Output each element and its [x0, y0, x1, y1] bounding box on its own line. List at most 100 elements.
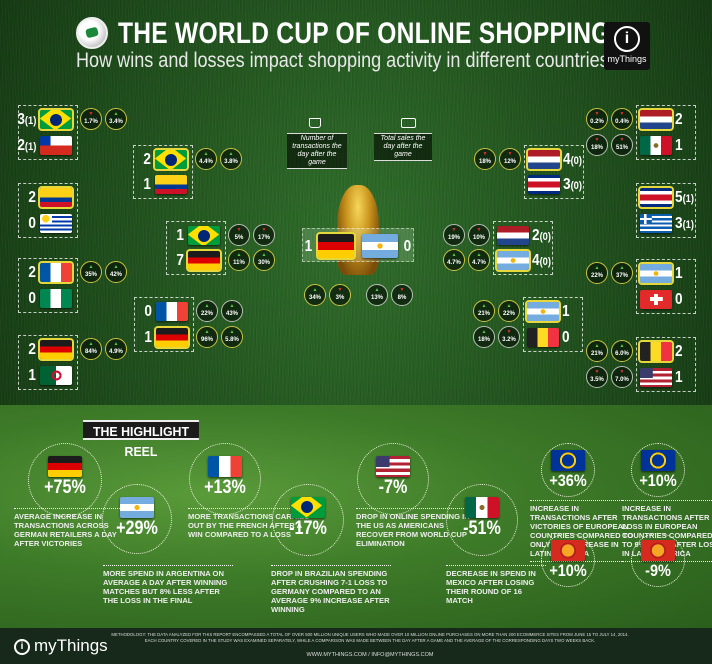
- stat-circle: ▼ 18%: [474, 148, 496, 170]
- flag-globe: [165, 154, 177, 166]
- highlight-flag-argentina: [120, 497, 154, 518]
- flag-brazil: [38, 108, 74, 131]
- stat-value: 22%: [590, 273, 603, 279]
- team-score: 2: [28, 263, 36, 282]
- match-box: [493, 221, 553, 275]
- stat-value: 0.4%: [615, 119, 629, 125]
- team-score: 0: [675, 290, 683, 309]
- stat-value: 4.4%: [199, 159, 213, 165]
- stat-circle: ▼ 5%: [228, 224, 250, 246]
- flag-germany: [38, 338, 74, 361]
- penalty-score: (0): [539, 256, 552, 268]
- score-value: 2: [28, 341, 36, 358]
- page-title: THE WORLD CUP OF ONLINE SHOPPING: [118, 17, 611, 50]
- footer-logo-text: myThings: [34, 636, 108, 655]
- flag-belgium: [527, 328, 559, 347]
- match-box: [18, 258, 78, 313]
- stat-circle: ▲ 4.4%: [195, 148, 217, 170]
- score-value: 1: [144, 329, 152, 346]
- stat-circle: ▲ 3.4%: [105, 108, 127, 130]
- increase-arrow-icon: ▲: [228, 151, 234, 157]
- team-score: 0: [562, 328, 570, 347]
- team-score: 3(0): [563, 175, 582, 196]
- stat-circle: ▲ 34%: [304, 284, 326, 306]
- score-value: 2: [143, 151, 151, 168]
- flag-chile: [40, 136, 72, 155]
- stat-value: 51%: [615, 145, 628, 151]
- team-score: 2: [675, 342, 683, 361]
- flag-usa: [640, 368, 672, 387]
- stat-circle: ▲ 35%: [80, 261, 102, 283]
- increase-arrow-icon: ▲: [476, 252, 482, 258]
- flag-france: [156, 302, 188, 321]
- penalty-score: (1): [24, 141, 36, 153]
- score-value: 3: [563, 176, 571, 193]
- flag-germany: [316, 232, 356, 260]
- logo-text: myThings: [607, 54, 647, 64]
- stat-circle: ▲ 96%: [196, 326, 218, 348]
- decrease-arrow-icon: ▼: [399, 287, 405, 293]
- stat-circle: ▲ 84%: [80, 338, 102, 360]
- decrease-arrow-icon: ▼: [594, 137, 600, 143]
- score-value: 2: [28, 189, 36, 206]
- highlight-value: +36%: [549, 471, 587, 490]
- score-value: 1: [176, 227, 184, 244]
- highlight-flag-mexico: [465, 497, 499, 518]
- team-score: 2: [28, 188, 36, 207]
- decrease-arrow-icon: ▼: [507, 151, 513, 157]
- stat-value: 3.8%: [224, 159, 238, 165]
- highlight-circle: -9%: [631, 533, 685, 587]
- stat-circle: ▼ 51%: [611, 134, 633, 156]
- highlight-circle: -51%: [446, 484, 518, 556]
- flag-argentina: [362, 234, 398, 258]
- stat-circle: ▲ 4.9%: [105, 338, 127, 360]
- decrease-arrow-icon: ▼: [88, 111, 94, 117]
- legend-sales: Total sales the day after the game: [374, 133, 432, 161]
- decrease-arrow-icon: ▼: [337, 287, 343, 293]
- stat-circle: ▲ 42%: [105, 261, 127, 283]
- world-cup-trophy: [337, 185, 379, 275]
- stat-value: 43%: [225, 311, 238, 317]
- match-box: [18, 183, 78, 238]
- team-score: 0: [28, 289, 36, 308]
- highlight-value: -7%: [378, 477, 408, 498]
- stat-value: 96%: [200, 337, 213, 343]
- decrease-arrow-icon: ▼: [236, 227, 242, 233]
- flag-brazil: [153, 148, 189, 171]
- website-link[interactable]: WWW.MYTHINGS.COM / INFO@MYTHINGS.COM: [306, 652, 434, 658]
- decrease-arrow-icon: ▼: [482, 151, 488, 157]
- stat-value: 5%: [234, 235, 244, 241]
- team-score: 0: [144, 302, 152, 321]
- increase-arrow-icon: ▲: [229, 303, 235, 309]
- flag-colombia: [155, 175, 187, 194]
- increase-arrow-icon: ▲: [113, 341, 119, 347]
- stat-value: 34%: [308, 295, 321, 301]
- stat-value: 84%: [84, 349, 97, 355]
- highlight-circle: +13%: [189, 443, 261, 515]
- highlight-circle: +75%: [28, 443, 102, 517]
- team-score: 0: [28, 214, 36, 233]
- flag-globe: [50, 114, 62, 126]
- team-score: 2(1): [17, 136, 36, 157]
- score-value: 1: [675, 137, 683, 154]
- methodology-text: METHODOLOGY: THE DATA ANALYZED FOR THIS …: [111, 632, 629, 643]
- increase-arrow-icon: ▲: [236, 252, 242, 258]
- highlight-flag-france: [208, 456, 242, 477]
- stat-circle: ▲ 3.8%: [220, 148, 242, 170]
- penalty-score: (1): [682, 219, 695, 231]
- stat-value: 30%: [257, 260, 270, 266]
- stat-value: 6.0%: [615, 351, 629, 357]
- stat-circle: ▲ 6.0%: [611, 340, 633, 362]
- stat-value: 22%: [502, 311, 515, 317]
- stat-circle: ▲ 22%: [498, 300, 520, 322]
- team-score: 1: [675, 136, 683, 155]
- stat-value: 17%: [257, 235, 270, 241]
- stat-value: 18%: [590, 145, 603, 151]
- score-value: 1: [675, 265, 683, 282]
- score-value: 1: [675, 369, 683, 386]
- score-value: 1: [304, 238, 313, 255]
- flag-netherlands: [526, 148, 562, 171]
- flag-latam: [551, 540, 585, 561]
- stat-circle: ▼ 10%: [468, 224, 490, 246]
- stat-value: 18%: [478, 159, 491, 165]
